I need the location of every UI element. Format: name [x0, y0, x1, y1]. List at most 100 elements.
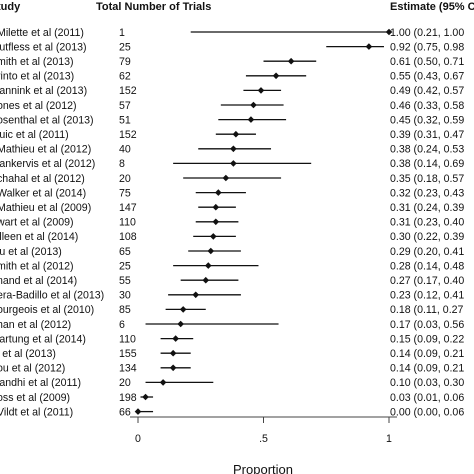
study-label: mith et al (2013) — [0, 56, 74, 68]
study-label: illeen et al (2014) — [0, 231, 78, 243]
estimate-marker — [385, 28, 393, 36]
trials-count: 51 — [119, 114, 131, 126]
forest-row: lartung et al (2014) 110 0.15 (0.09, 0.22 — [0, 333, 464, 345]
trials-count: 152 — [119, 85, 137, 97]
forest-row: lannink et al (2013) 152 0.49 (0.42, 0.57 — [0, 85, 464, 97]
study-label: ourgeois et al (2010) — [0, 304, 94, 316]
estimate-ci-text: 0.38 (0.24, 0.53 — [390, 144, 464, 156]
trials-count: 66 — [119, 406, 131, 418]
forest-row: luic et al (2011) 152 0.39 (0.31, 0.47 — [0, 129, 464, 141]
estimate-marker — [142, 393, 149, 401]
trials-column-header: Total Number of Trials — [96, 1, 211, 13]
estimate-marker — [250, 101, 257, 109]
trials-count: 8 — [119, 158, 125, 170]
estimate-marker — [204, 262, 212, 269]
trials-count: 6 — [119, 319, 125, 331]
trials-count: 155 — [119, 348, 137, 360]
forest-row: Mathieu et al (2009) 147 0.31 (0.24, 0.39 — [0, 202, 464, 214]
estimate-ci-text: 0.28 (0.14, 0.48 — [390, 260, 464, 272]
study-column-header: tudy — [0, 1, 21, 13]
study-label: Milette et al (2011) — [0, 27, 84, 39]
study-label: i et al (2013) — [0, 348, 56, 360]
estimate-marker — [247, 116, 255, 123]
trials-count: 65 — [119, 246, 131, 258]
estimate-ci-text: 0.10 (0.03, 0.30 — [390, 377, 464, 389]
trials-count: 110 — [119, 217, 136, 229]
estimate-marker — [169, 364, 177, 372]
estimate-marker — [177, 320, 184, 328]
estimate-marker — [230, 145, 237, 153]
study-label: nand et al (2014) — [0, 275, 77, 287]
forest-row: illeen et al (2014) 108 0.30 (0.22, 0.39 — [0, 231, 464, 243]
estimate-ci-text: 0.45 (0.32, 0.59 — [390, 114, 464, 126]
estimate-ci-text: 0.18 (0.11, 0.27 — [390, 304, 464, 316]
trials-count: 25 — [119, 41, 131, 53]
estimate-marker — [287, 57, 295, 65]
forest-row: ourgeois et al (2010) 85 0.18 (0.11, 0.27 — [0, 304, 464, 316]
study-label: oss et al (2009) — [0, 392, 70, 404]
forest-row: Walker et al (2014) 75 0.32 (0.23, 0.43 — [0, 187, 464, 199]
forest-row: mith et al (2012) 25 0.28 (0.14, 0.48 — [0, 260, 464, 272]
forest-row: Mathieu et al (2012) 40 0.38 (0.24, 0.53 — [0, 144, 464, 156]
study-label: lannink et al (2013) — [0, 85, 87, 97]
forest-row: mith et al (2013) 79 0.61 (0.50, 0.71 — [0, 56, 464, 68]
estimate-marker — [172, 335, 179, 342]
forest-row: landhi et al (2011) 20 0.10 (0.03, 0.30 — [0, 377, 464, 389]
trials-count: 147 — [119, 202, 137, 214]
estimate-marker — [232, 130, 240, 138]
estimate-ci-text: 0.27 (0.17, 0.40 — [390, 275, 464, 287]
estimate-ci-text: 0.31 (0.24, 0.39 — [390, 202, 464, 214]
study-label: lutfless et al (2013) — [0, 41, 87, 53]
forest-row: iu et al (2013) 65 0.29 (0.20, 0.41 — [0, 246, 464, 258]
estimate-ci-text: 0.15 (0.09, 0.22 — [390, 333, 464, 345]
trials-count: 62 — [119, 71, 131, 83]
study-label: iu et al (2013) — [0, 246, 62, 258]
estimate-ci-text: 0.03 (0.01, 0.06 — [390, 392, 464, 404]
estimate-marker — [230, 160, 237, 167]
estimate-marker — [257, 87, 265, 94]
estimate-marker — [202, 276, 210, 284]
trials-count: 75 — [119, 187, 131, 199]
forest-row: chahal et al (2012) 20 0.35 (0.18, 0.57 — [0, 173, 464, 185]
forest-row: i et al (2013) 155 0.14 (0.09, 0.21 — [0, 348, 464, 360]
study-label: han et al (2012) — [0, 319, 71, 331]
estimate-marker — [169, 349, 177, 357]
estimate-marker — [210, 233, 217, 240]
study-label: osenthal et al (2013) — [0, 114, 94, 126]
estimate-ci-text: 0.29 (0.20, 0.41 — [390, 246, 464, 258]
estimate-column-header: Estimate (95% C — [390, 1, 474, 13]
estimate-marker — [212, 218, 220, 226]
study-label: ou et al (2012) — [0, 363, 65, 375]
estimate-ci-text: 0.55 (0.43, 0.67 — [390, 71, 464, 83]
x-axis-ticks: 0.5 1 — [135, 417, 392, 445]
estimate-marker — [272, 72, 280, 80]
estimate-ci-text: 0.92 (0.75, 0.98 — [390, 41, 464, 53]
estimate-ci-text: 0.46 (0.33, 0.58 — [390, 100, 464, 112]
study-rows: Milette et al (2011) 1 1.00 (0.21, 1.00 lut… — [0, 27, 464, 419]
trials-count: 20 — [119, 377, 131, 389]
forest-row: wart et al (2009) 110 0.31 (0.23, 0.40 — [0, 217, 464, 229]
study-label: lartung et al (2014) — [0, 333, 86, 345]
trials-count: 85 — [119, 304, 131, 316]
estimate-marker — [365, 43, 373, 50]
estimate-ci-text: 0.32 (0.23, 0.43 — [390, 187, 464, 199]
estimate-ci-text: 1.00 (0.21, 1.00 — [390, 27, 464, 39]
x-tick-label: 0 — [135, 433, 141, 445]
estimate-marker — [207, 247, 215, 255]
forest-row: ou et al (2012) 134 0.14 (0.09, 0.21 — [0, 363, 464, 375]
estimate-ci-text: 0.14 (0.09, 0.21 — [390, 363, 464, 375]
study-label: luic et al (2011) — [0, 129, 69, 141]
trials-count: 110 — [119, 333, 136, 345]
estimate-ci-text: 0.49 (0.42, 0.57 — [390, 85, 464, 97]
estimate-marker — [159, 379, 167, 386]
forest-row: lankervis et al (2012) 8 0.38 (0.14, 0.69 — [0, 158, 464, 170]
estimate-marker — [222, 174, 230, 182]
estimate-ci-text: 0.61 (0.50, 0.71 — [390, 56, 464, 68]
trials-count: 198 — [119, 392, 137, 404]
estimate-ci-text: 0.17 (0.03, 0.56 — [390, 319, 464, 331]
trials-count: 25 — [119, 260, 131, 272]
estimate-marker — [134, 408, 142, 415]
study-label: Walker et al (2014) — [0, 187, 86, 199]
study-label: Vildt et al (2011) — [0, 406, 73, 418]
